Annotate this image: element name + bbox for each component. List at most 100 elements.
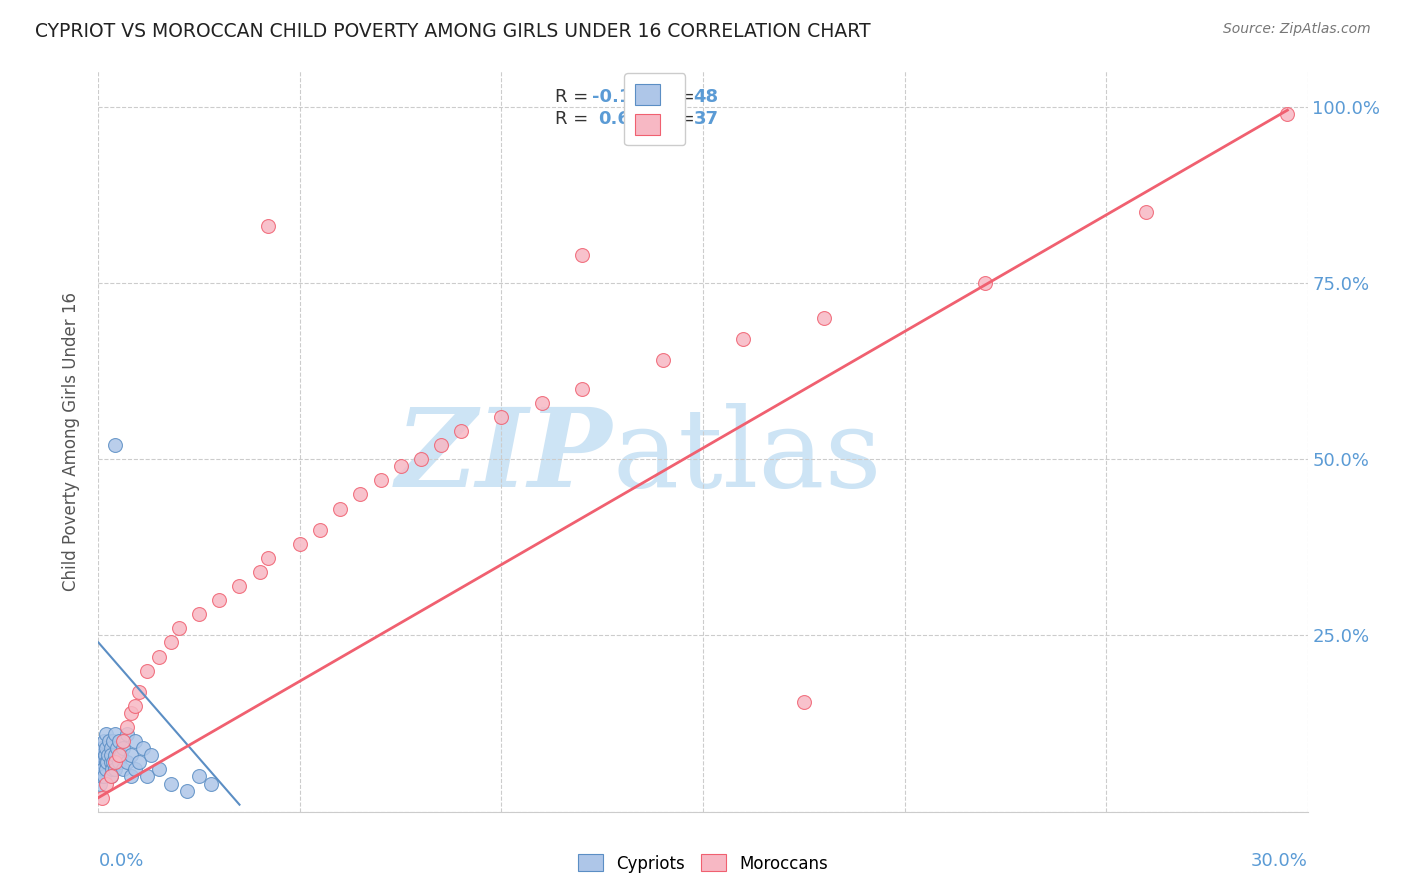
- Point: [115, 756, 138, 770]
- Point: [97, 748, 120, 763]
- Point: [120, 748, 142, 763]
- Point: [100, 769, 122, 783]
- Point: [148, 763, 170, 777]
- Text: 37: 37: [693, 111, 718, 128]
- Point: [450, 424, 472, 438]
- Point: [96, 776, 118, 790]
- Point: [111, 763, 134, 777]
- Point: [101, 734, 124, 748]
- Point: [176, 783, 198, 797]
- Point: [135, 769, 157, 783]
- Point: [793, 695, 815, 709]
- Point: [101, 763, 124, 777]
- Point: [89, 763, 111, 777]
- Point: [430, 438, 453, 452]
- Text: 0.671: 0.671: [598, 111, 655, 128]
- Point: [813, 311, 835, 326]
- Text: 0.0%: 0.0%: [98, 853, 143, 871]
- Point: [288, 537, 311, 551]
- Point: [249, 565, 271, 579]
- Text: CYPRIOT VS MOROCCAN CHILD POVERTY AMONG GIRLS UNDER 16 CORRELATION CHART: CYPRIOT VS MOROCCAN CHILD POVERTY AMONG …: [35, 22, 870, 41]
- Point: [491, 409, 513, 424]
- Point: [104, 763, 127, 777]
- Point: [96, 727, 118, 741]
- Text: N =: N =: [648, 88, 700, 106]
- Point: [94, 756, 117, 770]
- Point: [309, 523, 332, 537]
- Point: [571, 382, 593, 396]
- Text: ZIP: ZIP: [395, 402, 613, 510]
- Point: [135, 664, 157, 678]
- Point: [651, 353, 673, 368]
- Point: [105, 741, 128, 756]
- Point: [974, 276, 997, 290]
- Point: [115, 727, 138, 741]
- Point: [103, 438, 125, 452]
- Point: [120, 706, 142, 720]
- Point: [124, 698, 146, 713]
- Point: [111, 734, 134, 748]
- Point: [132, 741, 155, 756]
- Point: [256, 550, 278, 565]
- Point: [1135, 205, 1157, 219]
- Point: [167, 621, 190, 635]
- Text: -0.179: -0.179: [592, 88, 657, 106]
- Point: [200, 776, 222, 790]
- Point: [530, 396, 553, 410]
- Point: [1277, 106, 1299, 120]
- Point: [329, 501, 352, 516]
- Point: [349, 487, 371, 501]
- Point: [160, 776, 183, 790]
- Point: [160, 635, 183, 649]
- Point: [96, 741, 118, 756]
- Text: 30.0%: 30.0%: [1251, 853, 1308, 871]
- Point: [188, 769, 211, 783]
- Point: [124, 734, 146, 748]
- Point: [228, 579, 250, 593]
- Point: [128, 756, 150, 770]
- Point: [90, 769, 112, 783]
- Point: [91, 756, 114, 770]
- Legend: , : ,: [624, 73, 685, 145]
- Point: [90, 748, 112, 763]
- Point: [571, 248, 593, 262]
- Point: [148, 649, 170, 664]
- Text: N =: N =: [648, 111, 700, 128]
- Point: [100, 769, 122, 783]
- Point: [103, 727, 125, 741]
- Point: [103, 748, 125, 763]
- Y-axis label: Child Poverty Among Girls Under 16: Child Poverty Among Girls Under 16: [62, 292, 80, 591]
- Point: [96, 756, 118, 770]
- Point: [733, 332, 755, 346]
- Point: [91, 790, 114, 805]
- Point: [389, 459, 412, 474]
- Legend: Cypriots, Moroccans: Cypriots, Moroccans: [571, 847, 835, 880]
- Point: [100, 748, 122, 763]
- Point: [100, 741, 122, 756]
- Point: [107, 748, 129, 763]
- Text: Source: ZipAtlas.com: Source: ZipAtlas.com: [1223, 22, 1371, 37]
- Point: [256, 219, 278, 234]
- Point: [409, 452, 432, 467]
- Point: [101, 756, 124, 770]
- Point: [111, 741, 134, 756]
- Point: [91, 763, 114, 777]
- Text: 48: 48: [693, 88, 718, 106]
- Point: [120, 769, 142, 783]
- Point: [93, 769, 115, 783]
- Point: [96, 763, 118, 777]
- Point: [128, 685, 150, 699]
- Point: [91, 741, 114, 756]
- Text: atlas: atlas: [613, 403, 882, 510]
- Point: [115, 720, 138, 734]
- Point: [103, 756, 125, 770]
- Text: R =: R =: [555, 111, 600, 128]
- Point: [110, 748, 132, 763]
- Point: [97, 734, 120, 748]
- Point: [94, 748, 117, 763]
- Point: [208, 593, 231, 607]
- Point: [93, 734, 115, 748]
- Point: [370, 473, 392, 487]
- Point: [107, 734, 129, 748]
- Point: [124, 763, 146, 777]
